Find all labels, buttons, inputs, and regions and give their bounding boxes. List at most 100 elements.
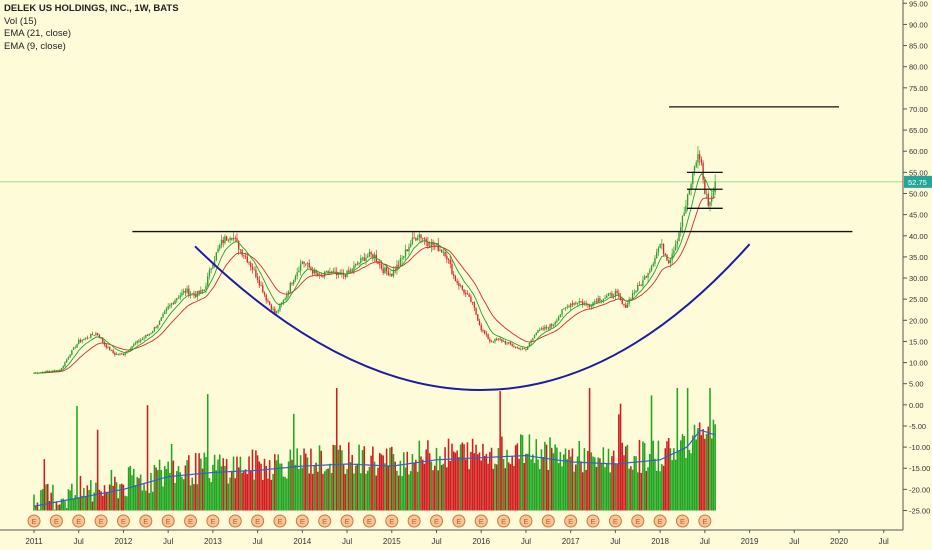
volume-bar [212,464,214,511]
volume-bar [174,482,176,511]
price-axis[interactable]: 95.00 90.00 85.00 80.00 75.00 70.00 65.00 60.00… [902,0,932,550]
volume-bar [72,498,75,511]
candle [688,188,691,195]
volume-bar [593,457,596,511]
volume-bar [119,484,121,511]
candle [217,248,219,253]
volume-bar [170,443,173,511]
volume-bar [102,495,104,511]
earnings-marker-label: E [568,517,573,526]
volume-bar [401,476,403,511]
candle [695,162,697,167]
volume-bar [681,434,684,511]
candle [397,264,400,266]
volume-bar [626,444,629,511]
volume-bar [225,459,228,511]
volume-bar [581,472,584,511]
candle [487,334,489,340]
volume-bar [557,463,560,511]
volume-bar [220,466,223,511]
time-tick-label: 2015 [383,537,401,546]
candle [370,252,372,255]
candle [313,269,316,274]
volume-bar [165,468,168,511]
candle [631,293,634,300]
volume-bar [52,484,54,511]
candle [637,284,639,291]
volume-bar [114,476,116,511]
legend-volume: Vol (15) [4,15,37,27]
volume-bar [155,467,157,511]
volume-bar [506,449,508,511]
volume-bar [265,465,267,511]
volume-bar [184,465,187,511]
candle [508,342,510,344]
earnings-marker [698,514,712,528]
volume-bar [45,484,47,511]
volume-bar [671,460,673,511]
volume-bar [71,483,73,511]
candle [582,301,584,305]
candle [55,370,58,372]
candle [315,269,317,274]
earnings-marker [407,514,421,528]
volume-bar [292,413,295,511]
volume-bar [234,478,237,511]
candle [158,320,161,325]
volume-bar [444,447,446,511]
earnings-marker-label: E [501,517,506,526]
volume-bar [146,405,149,511]
volume-bar [370,455,372,511]
earnings-marker-label: E [345,517,350,526]
volume-bar [191,477,194,511]
time-tick-label: 2013 [204,537,222,546]
candle [554,322,556,325]
earnings-marker [206,514,220,528]
volume-bar [218,454,221,511]
earnings-marker-label: E [412,517,417,526]
volume-bar [473,453,476,511]
volume-bar [163,466,166,511]
volume-bar [592,456,594,511]
candle [681,215,684,228]
candle [133,344,135,347]
volume-bar [76,405,78,511]
candle [182,291,185,293]
volume-bar [449,461,452,511]
candle [391,273,393,276]
candle [619,296,622,301]
candle [461,285,463,290]
volume-bar [215,470,218,511]
volume-bar [372,446,374,511]
time-axis[interactable]: 2011 Jul 2012 Jul 2013 Jul 2014 Jul 2015 Jul 2016 J… [0,529,932,550]
volume-bar [162,486,164,511]
candle [614,290,617,297]
volume-bar [375,475,378,511]
volume-bar [564,448,567,511]
candle [446,255,448,260]
volume-bar [342,464,345,511]
volume-bar [642,441,644,511]
candle [642,279,644,286]
candle [616,290,618,293]
volume-bar [373,461,376,511]
volume-bar [157,470,159,511]
earnings-marker-label: E [31,517,36,526]
volume-bar [456,450,458,511]
volume-bar [361,450,364,511]
time-tick-label: 2012 [115,537,133,546]
candle [590,306,592,307]
price-tick-label: 70.00 [909,105,928,114]
volume-bar [194,453,197,511]
time-tick-label: Jul [431,537,441,546]
volume-bar [260,463,262,511]
candle [317,273,319,276]
volume-bar [188,455,190,511]
volume-bar [482,443,484,511]
candle [578,301,580,304]
candle [449,259,451,264]
volume-bar [477,454,479,511]
candle [344,275,347,277]
